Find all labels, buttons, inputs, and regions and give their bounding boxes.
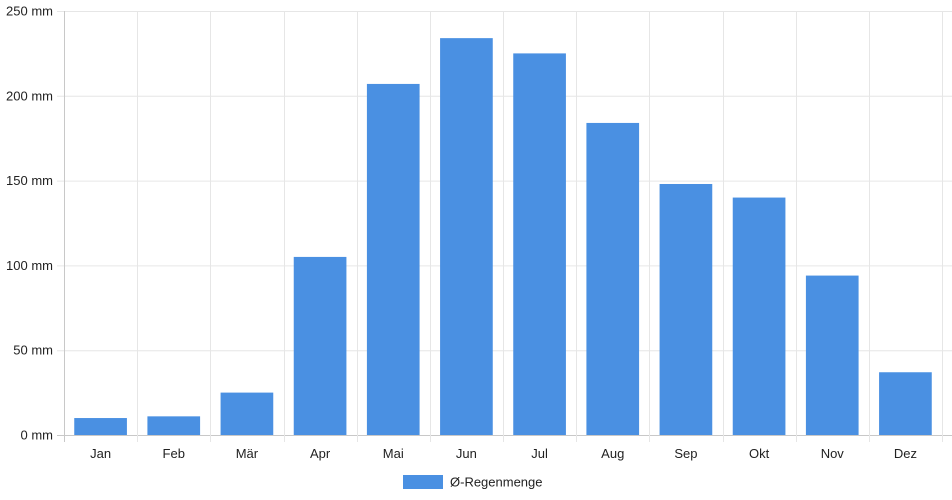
bar-Jun	[440, 38, 493, 436]
x-tick-label: Nov	[821, 446, 845, 461]
bar-Jul	[513, 53, 566, 436]
x-tick-label: Sep	[674, 446, 697, 461]
y-tick-label: 100 mm	[6, 258, 53, 273]
grid-lines	[57, 11, 952, 442]
x-axis: Jan Feb Mär Apr Mai Jun Jul Aug Sep Okt Nov Dez	[90, 446, 917, 461]
bar-Nov	[805, 275, 859, 435]
bar-Okt	[732, 197, 786, 435]
bar-Jan	[74, 418, 127, 435]
x-tick-label: Aug	[601, 446, 624, 461]
x-tick-label: Jan	[90, 446, 111, 461]
legend[interactable]: Ø-Regenmenge	[403, 475, 543, 490]
bar-series	[74, 38, 932, 436]
x-tick-label: Mai	[383, 446, 404, 461]
legend-label: Ø-Regenmenge	[450, 475, 543, 490]
bar-Mai	[366, 83, 420, 435]
bar-Mär	[220, 392, 274, 435]
bar-Apr	[293, 256, 347, 435]
bar-Sep	[659, 183, 713, 435]
x-tick-label: Dez	[894, 446, 917, 461]
bar-Feb	[147, 416, 201, 435]
x-tick-label: Jul	[531, 446, 548, 461]
x-tick-label: Okt	[749, 446, 770, 461]
y-tick-label: 50 mm	[13, 343, 53, 358]
x-tick-label: Mär	[236, 446, 259, 461]
y-axis: 0 mm 50 mm 100 mm 150 mm 200 mm 250 mm	[6, 4, 53, 443]
x-tick-label: Jun	[456, 446, 477, 461]
x-tick-label: Feb	[163, 446, 185, 461]
x-tick-label: Apr	[310, 446, 331, 461]
bar-Aug	[586, 122, 640, 435]
y-tick-label: 200 mm	[6, 88, 53, 103]
bar-Dez	[879, 372, 932, 435]
y-tick-label: 150 mm	[6, 173, 53, 188]
y-tick-label: 0 mm	[21, 428, 54, 443]
legend-swatch	[403, 475, 443, 489]
y-tick-label: 250 mm	[6, 4, 53, 19]
